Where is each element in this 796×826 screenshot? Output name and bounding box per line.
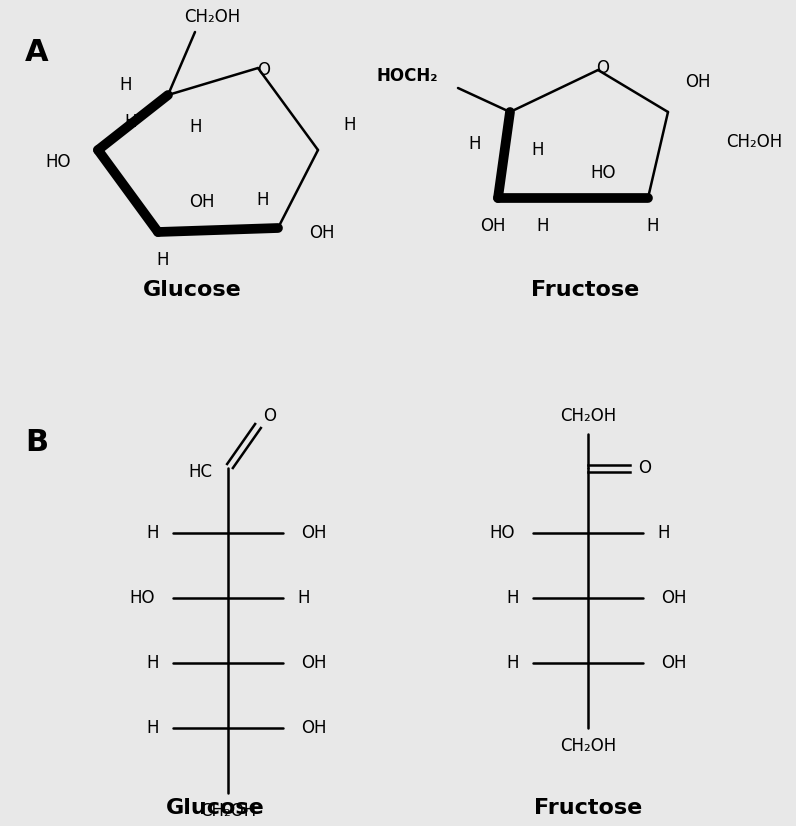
Text: CH₂OH: CH₂OH xyxy=(560,407,616,425)
Text: H: H xyxy=(125,113,137,131)
Text: Glucose: Glucose xyxy=(166,798,264,818)
Text: OH: OH xyxy=(301,524,326,542)
Text: OH: OH xyxy=(310,224,335,242)
Text: H: H xyxy=(532,141,544,159)
Text: H: H xyxy=(146,719,159,737)
Text: H: H xyxy=(506,654,519,672)
Text: H: H xyxy=(146,524,159,542)
Text: OH: OH xyxy=(480,217,505,235)
Text: OH: OH xyxy=(301,654,326,672)
Text: O: O xyxy=(263,407,276,425)
Text: H: H xyxy=(506,589,519,607)
Text: H: H xyxy=(157,251,170,269)
Text: H: H xyxy=(646,217,659,235)
Text: CH₂OH: CH₂OH xyxy=(200,802,256,820)
Text: H: H xyxy=(119,76,132,94)
Text: CH₂OH: CH₂OH xyxy=(184,8,240,26)
Text: O: O xyxy=(257,61,271,79)
Text: H: H xyxy=(146,654,159,672)
Text: H: H xyxy=(344,116,357,134)
Text: HO: HO xyxy=(45,153,71,171)
Text: B: B xyxy=(25,428,48,457)
Text: OH: OH xyxy=(301,719,326,737)
Text: O: O xyxy=(596,59,610,77)
Text: A: A xyxy=(25,38,49,67)
Text: OH: OH xyxy=(685,73,711,91)
Text: OH: OH xyxy=(661,654,686,672)
Text: H: H xyxy=(257,191,269,209)
Text: OH: OH xyxy=(189,193,215,211)
Text: O: O xyxy=(638,459,651,477)
Text: H: H xyxy=(189,118,202,136)
Text: HO: HO xyxy=(591,164,616,182)
Text: HO: HO xyxy=(490,524,515,542)
Text: CH₂OH: CH₂OH xyxy=(726,133,782,151)
Text: Fructose: Fructose xyxy=(534,798,642,818)
Text: Fructose: Fructose xyxy=(531,280,639,300)
Text: H: H xyxy=(657,524,669,542)
Text: H: H xyxy=(469,135,482,153)
Text: HC: HC xyxy=(188,463,212,481)
Text: OH: OH xyxy=(661,589,686,607)
Text: HO: HO xyxy=(130,589,155,607)
Text: H: H xyxy=(297,589,310,607)
Text: Glucose: Glucose xyxy=(142,280,241,300)
Text: H: H xyxy=(537,217,549,235)
Text: CH₂OH: CH₂OH xyxy=(560,737,616,755)
Text: HOCH₂: HOCH₂ xyxy=(377,67,438,85)
